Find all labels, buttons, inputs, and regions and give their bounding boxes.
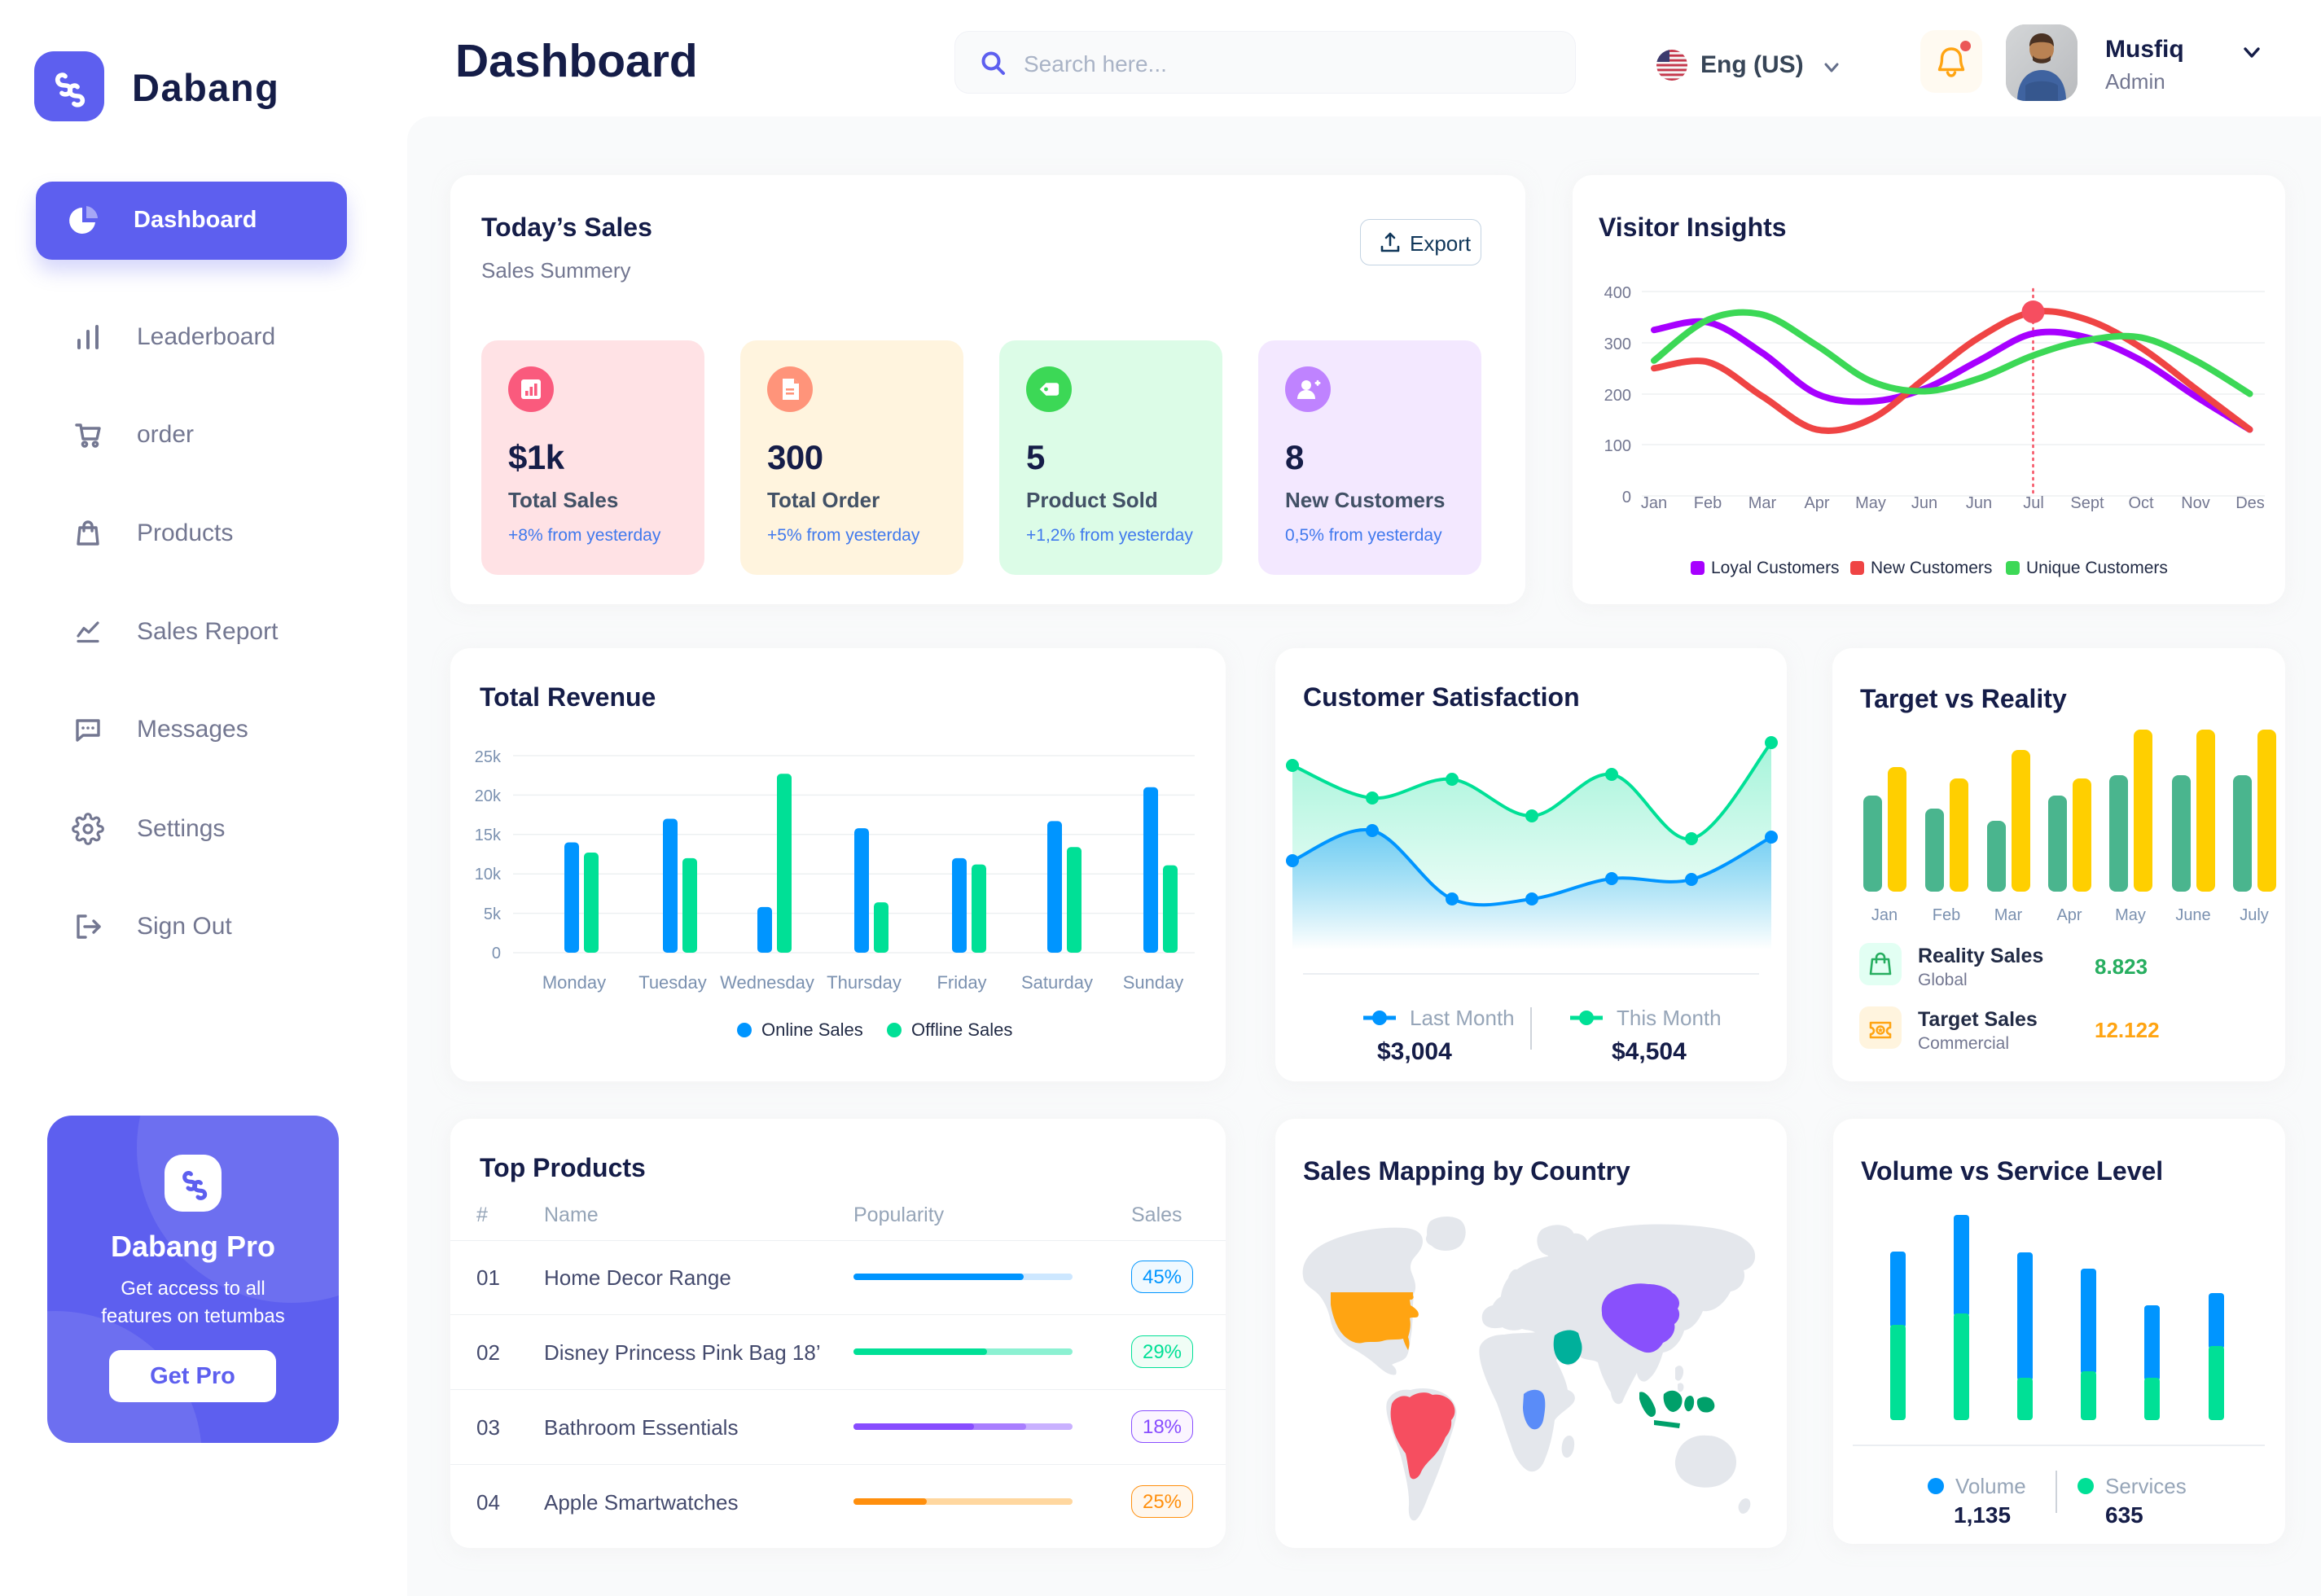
svg-text:100: 100: [1604, 437, 1631, 455]
svg-text:Volume: Volume: [1955, 1474, 2026, 1498]
svg-text:Oct: Oct: [2128, 494, 2154, 512]
svg-text:Loyal Customers: Loyal Customers: [1711, 559, 1840, 577]
svg-text:Last Month: Last Month: [1410, 1006, 1515, 1030]
svg-text:25k: 25k: [475, 748, 502, 766]
svg-text:Sept: Sept: [2070, 494, 2104, 512]
svg-text:Monday: Monday: [542, 972, 606, 993]
svg-text:Tuesday: Tuesday: [638, 972, 707, 993]
svg-text:Jun: Jun: [1911, 494, 1937, 512]
svg-text:400: 400: [1604, 284, 1631, 302]
svg-text:Feb: Feb: [1694, 494, 1722, 512]
svg-text:0: 0: [1622, 489, 1631, 506]
svg-text:Jun: Jun: [1966, 494, 1992, 512]
svg-text:Jul: Jul: [2023, 494, 2044, 512]
svg-text:300: 300: [1604, 335, 1631, 353]
svg-text:Thursday: Thursday: [827, 972, 902, 993]
svg-text:15k: 15k: [475, 826, 502, 844]
svg-text:July: July: [2240, 906, 2269, 924]
svg-text:Feb: Feb: [1933, 906, 1960, 924]
svg-text:Nov: Nov: [2181, 494, 2210, 512]
svg-text:10k: 10k: [475, 866, 502, 884]
svg-text:Sunday: Sunday: [1123, 972, 1184, 993]
svg-text:Mar: Mar: [1994, 906, 2023, 924]
svg-text:Online Sales: Online Sales: [761, 1019, 863, 1040]
svg-text:Apr: Apr: [1804, 494, 1829, 512]
svg-text:Services: Services: [2105, 1474, 2187, 1498]
svg-text:Apr: Apr: [2056, 906, 2082, 924]
svg-text:May: May: [1855, 494, 1886, 512]
svg-text:Jan: Jan: [1641, 494, 1667, 512]
svg-text:This Month: This Month: [1617, 1006, 1722, 1030]
svg-text:Des: Des: [2235, 494, 2265, 512]
svg-text:20k: 20k: [475, 787, 502, 805]
svg-text:June: June: [2175, 906, 2210, 924]
svg-text:Unique Customers: Unique Customers: [2026, 559, 2168, 577]
svg-text:200: 200: [1604, 387, 1631, 405]
svg-text:635: 635: [2105, 1502, 2143, 1528]
svg-text:Mar: Mar: [1748, 494, 1777, 512]
svg-text:New Customers: New Customers: [1871, 559, 1992, 577]
svg-text:Jan: Jan: [1871, 906, 1898, 924]
svg-text:Friday: Friday: [937, 972, 986, 993]
svg-text:Wednesday: Wednesday: [720, 972, 814, 993]
svg-text:1,135: 1,135: [1954, 1502, 2011, 1528]
svg-text:$3,004: $3,004: [1377, 1038, 1452, 1065]
svg-text:5k: 5k: [484, 905, 502, 923]
svg-text:$4,504: $4,504: [1612, 1038, 1687, 1065]
svg-text:Saturday: Saturday: [1021, 972, 1093, 993]
svg-text:0: 0: [492, 945, 501, 962]
svg-text:Offline Sales: Offline Sales: [911, 1019, 1012, 1040]
svg-text:May: May: [2115, 906, 2146, 924]
